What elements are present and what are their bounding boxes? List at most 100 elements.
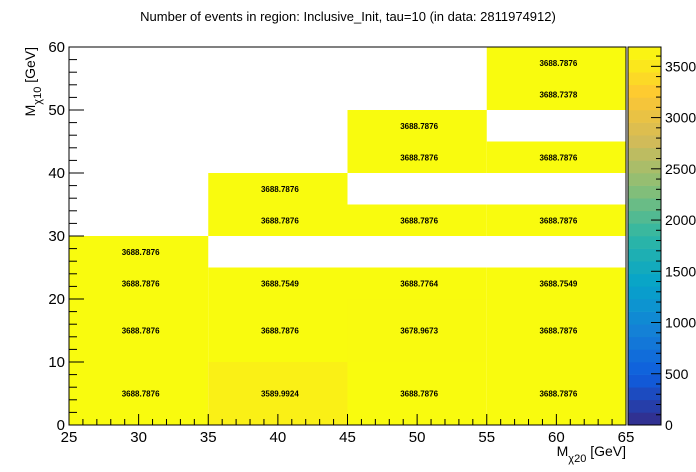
colorbar-segment [628,236,661,249]
cell-value-label: 3688.7764 [400,279,438,288]
cell-value-label: 3688.7876 [400,122,438,131]
y-tick-label: 50 [48,102,65,119]
colorbar-segment [628,110,661,123]
colorbar-frame [627,46,662,426]
heatmap-cell [486,204,626,236]
colorbar-segment [628,336,661,350]
cell-value-label: 3688.7876 [122,279,160,288]
heatmap-cell [69,267,209,299]
colorbar-segment [628,47,661,60]
axis-title-text: Mχ10 [GeV] [22,47,44,116]
colorbar-segment [628,72,661,86]
y-tick-label: 20 [48,291,65,308]
x-tick-label: 40 [270,429,287,446]
cell-value-label: 3688.7876 [539,327,577,336]
x-tick-label: 50 [409,429,426,446]
cell-value-label: 3688.7876 [122,327,160,336]
colorbar-segment [628,399,661,413]
colorbar-segment [628,147,661,161]
color-scale-bar: 0 500 1000 1500 2000 2500 3000 3500 [627,46,696,433]
colorbar-tick-label: 1500 [665,263,696,279]
y-tick-label: 0 [57,417,65,434]
colorbar-segment [628,261,661,275]
colorbar-segment [628,324,661,338]
colorbar-segment [628,387,661,401]
cell-value-label: 3688.7876 [122,248,160,257]
heatmap-cell [486,47,626,79]
cell-value-label: 3688.7876 [400,390,438,399]
colorbar-segment [628,374,661,388]
y-tick-label: 30 [48,228,65,245]
colorbar-segment [628,362,661,375]
heatmap-cell [69,236,209,268]
colorbar-segment [628,299,661,312]
colorbar-tick-label: 2000 [665,212,696,228]
cell-value-label: 3678.9673 [400,327,438,336]
colorbar-segment [628,248,661,262]
cell-value-label: 3688.7876 [539,216,577,225]
colorbar-tick-label: 3000 [665,110,696,126]
heatmap-cell [347,141,487,173]
x-tick-label: 35 [200,429,217,446]
heatmap-cell [486,267,626,299]
cell-value-labels: 3688.7876 3589.9924 3688.7876 3688.7876 3688… [122,59,578,399]
colorbar-tick-label: 2500 [665,161,696,177]
colorbar-segment [628,223,661,237]
heatmap-cells [69,47,626,425]
colorbar-segment [628,185,661,199]
colorbar-segment [628,198,661,212]
x-axis-title: Mχ20 [GeV] [557,443,626,465]
colorbar-segment [628,59,661,73]
cell-value-label: 3688.7876 [539,59,577,68]
cell-value-label: 3688.7876 [261,327,299,336]
y-tick-label: 60 [48,39,65,56]
heatmap-cell [347,299,487,362]
colorbar-segment [628,135,661,149]
axis-title-text: Mχ20 [GeV] [557,443,626,465]
heatmap-cell [347,110,487,142]
cell-value-label: 3688.7876 [400,216,438,225]
chart-title: Number of events in region: Inclusive_In… [140,9,556,24]
cell-value-label: 3688.7876 [400,153,438,162]
cell-value-label: 3688.7378 [539,90,577,99]
y-axis-title: Mχ10 [GeV] [22,47,44,116]
heatmap-cell [486,78,626,110]
colorbar-segment [628,97,661,111]
colorbar-segment [628,160,661,174]
colorbar-segment [628,311,661,325]
cell-value-label: 3688.7876 [539,390,577,399]
heatmap-cell [486,299,626,362]
heatmap-cell [347,204,487,236]
colorbar-segment [628,412,661,426]
colorbar-segment [628,273,661,287]
x-tick-label: 45 [339,429,356,446]
heatmap-cell [208,204,348,236]
cell-value-label: 3688.7876 [261,185,299,194]
heatmap-cell [208,267,348,299]
y-tick-label: 10 [48,354,65,371]
y-axis: 0 10 20 30 40 50 60 [48,39,84,434]
x-tick-label: 55 [478,429,495,446]
x-tick-label: 25 [61,429,78,446]
heatmap-cell [486,141,626,173]
colorbar-segment [628,122,661,136]
cell-value-label: 3688.7549 [261,279,299,288]
x-tick-label: 30 [130,429,147,446]
heatmap-cell [347,267,487,299]
colorbar-segment [628,173,661,186]
x-axis: 25 30 35 40 45 50 55 60 65 [61,414,634,446]
x-tick-label: 60 [548,429,565,446]
colorbar-tick-label: 3500 [665,58,696,74]
cell-value-label: 3589.9924 [261,390,299,399]
colorbar-segment [628,84,661,98]
cell-value-label: 3688.7549 [539,279,577,288]
heatmap-cell [208,173,348,205]
colorbar-tick-label: 0 [665,417,673,433]
cell-value-label: 3688.7876 [539,153,577,162]
cell-value-label: 3688.7876 [261,216,299,225]
heatmap-cell [69,299,209,362]
cell-value-label: 3688.7876 [122,390,160,399]
colorbar-segment [628,349,661,363]
colorbar-segment [628,286,661,300]
